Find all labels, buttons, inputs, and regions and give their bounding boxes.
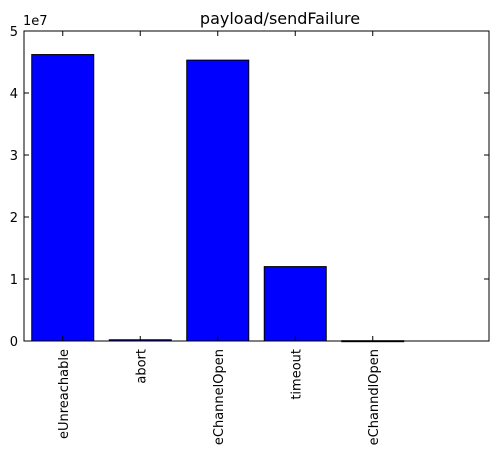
x-tick-label: abort: [134, 349, 149, 384]
y-tick-label: 4: [10, 87, 18, 102]
x-tick-label: eUnreachable: [57, 349, 72, 439]
y-tick-label: 5: [10, 25, 18, 40]
ticks-group: 0 1 2 3 4 5 eUnreachable abort eChannelOpen timeo…: [10, 25, 489, 445]
chart-title: payload/sendFailure: [200, 9, 360, 28]
plot-frame: [23, 30, 490, 342]
y-tick-label: 2: [10, 211, 18, 226]
y-tick-label: 0: [10, 335, 18, 350]
x-tick-label: eChanndlOpen: [367, 349, 382, 445]
bar-eUnreachable: [31, 54, 95, 342]
bars-group: [31, 54, 405, 343]
y-offset-label: 1e7: [23, 14, 48, 29]
bar-eChannelOpen: [186, 59, 250, 342]
y-tick-label: 1: [10, 273, 18, 288]
y-tick-label: 3: [10, 149, 18, 164]
x-tick-label: timeout: [289, 349, 304, 400]
x-tick-label: eChannelOpen: [212, 349, 227, 445]
bar-timeout: [263, 266, 327, 342]
